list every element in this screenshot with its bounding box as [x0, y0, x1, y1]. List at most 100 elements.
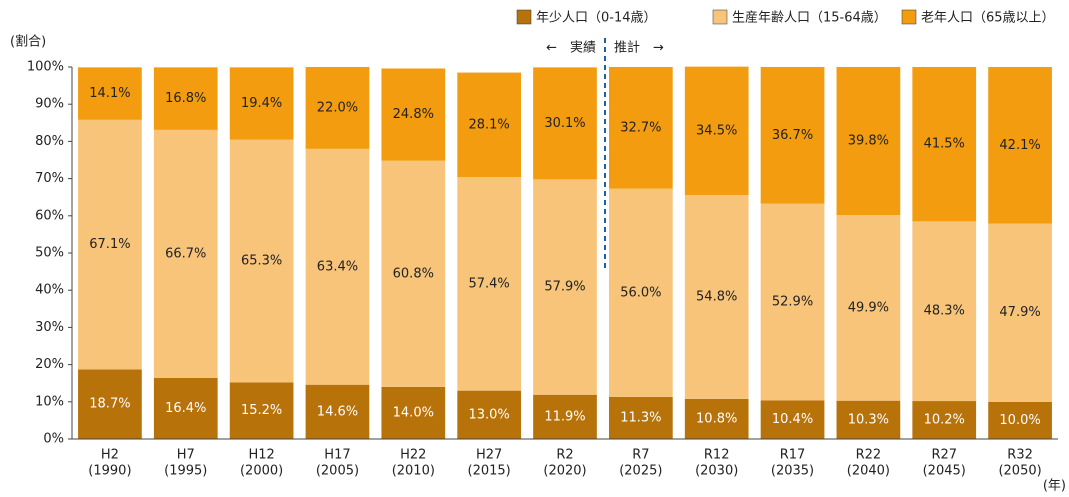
- value-label: 11.9%: [544, 409, 585, 424]
- value-label: 10.0%: [999, 413, 1040, 428]
- bar-segment: [836, 67, 901, 216]
- bar-segment: [760, 67, 825, 204]
- value-label: 49.9%: [848, 300, 889, 315]
- bar-segment: [229, 382, 294, 439]
- value-label: 30.1%: [544, 116, 585, 131]
- bar-segment: [533, 179, 597, 395]
- x-tick-label: (2030): [695, 464, 738, 479]
- value-label: 60.8%: [393, 266, 434, 281]
- x-tick-label: R22: [856, 448, 882, 463]
- bar-segment: [457, 72, 522, 178]
- x-tick-label: (2040): [847, 464, 890, 479]
- legend-swatch: [712, 9, 728, 25]
- x-tick-label: H2: [101, 448, 119, 463]
- value-label: 15.2%: [241, 403, 282, 418]
- value-label: 10.4%: [772, 412, 813, 427]
- bar-segment: [305, 67, 370, 149]
- value-label: 14.0%: [393, 405, 434, 420]
- bar-segment: [153, 377, 218, 439]
- bar-segment: [305, 384, 370, 439]
- value-label: 47.9%: [999, 305, 1040, 320]
- bar-segment: [608, 188, 673, 397]
- y-tick-label: 30%: [35, 320, 64, 335]
- x-tick-label: (1995): [164, 464, 207, 479]
- y-tick-label: 10%: [35, 394, 64, 409]
- bar-segment: [760, 400, 825, 439]
- value-label: 16.8%: [165, 91, 206, 106]
- x-tick-label: (1990): [88, 464, 131, 479]
- annotation: ← 実績: [546, 40, 596, 56]
- value-label: 42.1%: [999, 138, 1040, 153]
- value-label: 32.7%: [620, 120, 661, 135]
- value-label: 24.8%: [393, 107, 434, 122]
- annotation: 推計 →: [614, 40, 664, 56]
- y-tick-label: 50%: [35, 246, 64, 261]
- value-label: 14.6%: [317, 404, 358, 419]
- x-tick-label: R7: [632, 448, 649, 463]
- value-label: 54.8%: [696, 289, 737, 304]
- x-tick-label: (2045): [923, 464, 966, 479]
- x-tick-label: H27: [476, 448, 502, 463]
- legend-swatch: [901, 9, 917, 25]
- bar-segment: [608, 396, 673, 439]
- bar-segment: [836, 215, 901, 401]
- bar-segment: [836, 400, 901, 439]
- bar-segment: [381, 386, 446, 439]
- value-label: 65.3%: [241, 253, 282, 268]
- bar-segment: [533, 394, 597, 439]
- y-tick-label: 100%: [27, 60, 64, 75]
- x-tick-label: (2010): [392, 464, 435, 479]
- value-label: 22.0%: [317, 100, 358, 115]
- x-tick-label: R27: [931, 448, 957, 463]
- value-label: 57.9%: [544, 280, 585, 295]
- x-tick-label: (2015): [468, 464, 511, 479]
- bar-segment: [153, 67, 218, 130]
- x-tick-label: (2000): [240, 464, 283, 479]
- value-label: 14.1%: [89, 86, 130, 101]
- y-tick-label: 90%: [35, 97, 64, 112]
- bar-segment: [78, 369, 142, 439]
- bar-segment: [78, 119, 142, 370]
- y-tick-label: 60%: [35, 208, 64, 223]
- bar-segment: [457, 177, 522, 391]
- x-tick-label: R2: [556, 448, 573, 463]
- bar-segment: [912, 67, 977, 222]
- bar-segment: [912, 221, 977, 402]
- x-tick-label: (2050): [998, 464, 1041, 479]
- value-label: 63.4%: [317, 259, 358, 274]
- bar-segment: [684, 194, 749, 399]
- bar-segment: [988, 67, 1052, 224]
- y-axis-label: (割合): [10, 34, 46, 50]
- x-tick-label: (2025): [619, 464, 662, 479]
- bar-segment: [229, 139, 294, 383]
- value-label: 11.3%: [620, 410, 661, 425]
- bar-segment: [684, 398, 749, 439]
- bar-segment: [457, 390, 522, 439]
- value-label: 18.7%: [89, 397, 130, 412]
- value-label: 19.4%: [241, 96, 282, 111]
- value-label: 66.7%: [165, 246, 206, 261]
- y-tick-label: 0%: [43, 432, 64, 447]
- x-tick-label: H22: [400, 448, 426, 463]
- x-tick-label: R12: [704, 448, 730, 463]
- value-label: 48.3%: [924, 304, 965, 319]
- y-tick-label: 70%: [35, 171, 64, 186]
- value-label: 56.0%: [620, 285, 661, 300]
- value-label: 10.2%: [924, 413, 965, 428]
- bar-segment: [381, 68, 446, 161]
- value-label: 41.5%: [924, 137, 965, 152]
- bar-segment: [912, 401, 977, 439]
- x-tick-label: R17: [780, 448, 806, 463]
- value-label: 10.8%: [696, 411, 737, 426]
- x-tick-label: H17: [324, 448, 350, 463]
- bar-segment: [608, 67, 673, 189]
- y-tick-label: 20%: [35, 357, 64, 372]
- bar-segment: [760, 203, 825, 401]
- x-axis-label: (年): [1043, 479, 1066, 494]
- legend-swatch: [516, 9, 532, 25]
- y-tick-label: 80%: [35, 134, 64, 149]
- value-label: 67.1%: [89, 237, 130, 252]
- bar-segment: [305, 148, 370, 385]
- legend-label: 生産年齢人口（15-64歳）: [732, 10, 887, 26]
